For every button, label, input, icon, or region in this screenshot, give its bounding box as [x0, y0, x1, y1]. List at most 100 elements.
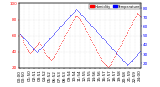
- Point: [88, 37, 91, 38]
- Point: [46, 56, 49, 57]
- Point: [21, 39, 24, 40]
- Point: [129, 62, 131, 63]
- Point: [26, 41, 29, 43]
- Point: [48, 58, 51, 59]
- Point: [25, 40, 28, 42]
- Point: [138, 14, 140, 15]
- Point: [50, 59, 52, 61]
- Point: [33, 49, 36, 50]
- Point: [71, 21, 73, 23]
- Point: [30, 45, 32, 46]
- Point: [41, 46, 43, 48]
- Point: [20, 35, 23, 36]
- Point: [90, 25, 93, 26]
- Point: [41, 46, 43, 47]
- Point: [84, 18, 87, 20]
- Point: [72, 20, 74, 21]
- Point: [80, 14, 83, 15]
- Point: [92, 27, 94, 28]
- Point: [99, 58, 102, 59]
- Point: [98, 54, 100, 56]
- Point: [129, 61, 132, 62]
- Point: [133, 57, 135, 58]
- Point: [90, 40, 93, 41]
- Point: [60, 42, 62, 44]
- Point: [83, 25, 85, 27]
- Point: [56, 29, 59, 30]
- Point: [30, 51, 32, 52]
- Point: [27, 50, 30, 52]
- Point: [91, 41, 93, 43]
- Point: [125, 64, 128, 65]
- Point: [27, 42, 30, 44]
- Point: [25, 40, 27, 41]
- Point: [95, 49, 98, 51]
- Point: [103, 39, 105, 40]
- Point: [93, 46, 96, 48]
- Point: [84, 29, 87, 30]
- Point: [53, 32, 56, 34]
- Point: [125, 33, 128, 34]
- Point: [124, 34, 127, 36]
- Point: [138, 52, 140, 53]
- Point: [56, 29, 58, 31]
- Point: [112, 58, 114, 60]
- Point: [98, 56, 101, 57]
- Point: [46, 40, 49, 41]
- Point: [82, 16, 84, 17]
- Point: [22, 41, 25, 43]
- Point: [86, 20, 88, 22]
- Point: [101, 37, 104, 38]
- Point: [20, 35, 22, 36]
- Point: [96, 31, 98, 33]
- Point: [77, 16, 79, 18]
- Point: [49, 37, 52, 38]
- Point: [68, 26, 71, 27]
- Point: [73, 16, 76, 18]
- Point: [46, 55, 48, 56]
- Point: [92, 28, 95, 29]
- Point: [137, 13, 140, 15]
- Point: [105, 41, 108, 43]
- Point: [114, 54, 117, 55]
- Point: [39, 48, 41, 49]
- Point: [135, 55, 137, 57]
- Point: [110, 62, 113, 63]
- Point: [122, 39, 124, 40]
- Point: [35, 51, 37, 52]
- Point: [50, 36, 52, 37]
- Point: [91, 26, 93, 27]
- Point: [124, 62, 126, 63]
- Point: [67, 28, 70, 29]
- Point: [55, 30, 57, 32]
- Point: [34, 50, 36, 51]
- Point: [19, 33, 21, 35]
- Point: [60, 25, 62, 26]
- Point: [61, 41, 63, 42]
- Point: [134, 16, 136, 18]
- Point: [81, 15, 83, 16]
- Point: [117, 54, 119, 56]
- Point: [49, 58, 52, 60]
- Point: [52, 57, 55, 58]
- Point: [104, 40, 106, 41]
- Point: [134, 56, 136, 58]
- Point: [62, 39, 64, 40]
- Point: [109, 46, 112, 47]
- Point: [117, 49, 119, 50]
- Point: [25, 48, 28, 49]
- Point: [64, 20, 67, 22]
- Point: [120, 42, 123, 44]
- Point: [116, 53, 119, 55]
- Point: [135, 13, 138, 15]
- Point: [139, 51, 141, 52]
- Point: [24, 45, 26, 46]
- Point: [61, 24, 63, 25]
- Point: [107, 43, 109, 45]
- Point: [23, 38, 25, 39]
- Point: [23, 43, 25, 44]
- Point: [26, 49, 29, 51]
- Legend: Humidity, Temperature: Humidity, Temperature: [89, 4, 140, 9]
- Point: [38, 41, 41, 43]
- Point: [21, 36, 24, 37]
